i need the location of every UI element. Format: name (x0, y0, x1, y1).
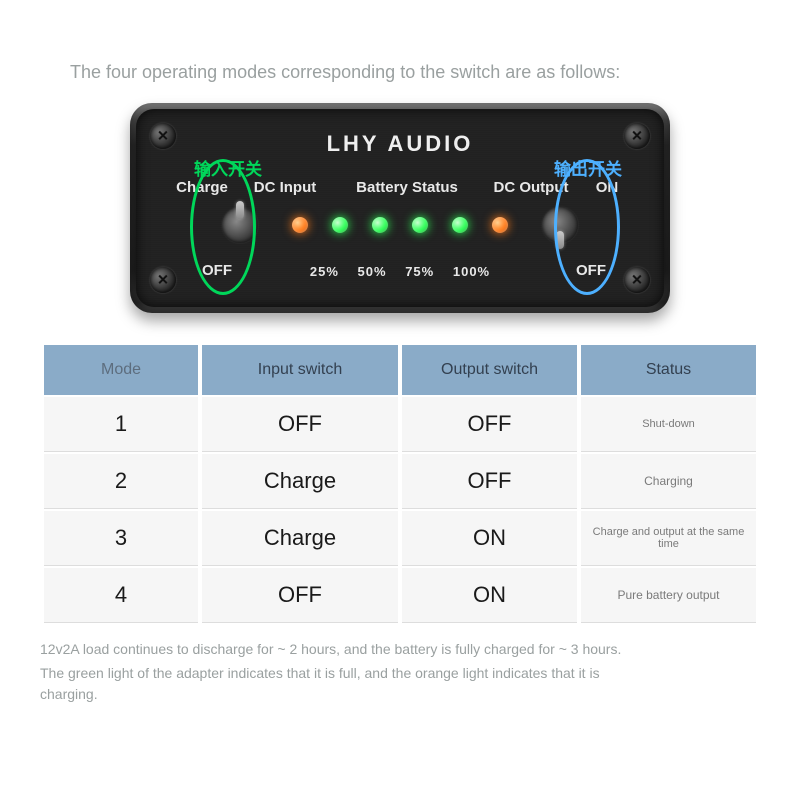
screw-icon (624, 123, 650, 149)
on-label: ON (575, 179, 639, 196)
device-illustration: LHY AUDIO 输入开关 输出开关 Charge DC Input Batt… (40, 103, 760, 313)
input-toggle-icon (222, 207, 258, 243)
footnote-line: 12v2A load continues to discharge for ~ … (40, 639, 650, 659)
cell-mode: 3 (44, 511, 198, 566)
footnote-line: The green light of the adapter indicates… (40, 663, 650, 704)
cell-status: Shut-down (581, 397, 756, 452)
cell-status: Pure battery output (581, 568, 756, 623)
col-status: Status (581, 345, 756, 395)
pct-25: 25% (310, 264, 339, 279)
cell-status: Charging (581, 454, 756, 509)
mode-table: Mode Input switch Output switch Status 1… (40, 343, 760, 625)
battery-percent-row: 25% 50% 75% 100% (130, 264, 670, 279)
battery-status-label: Battery Status (327, 179, 487, 196)
brand-label: LHY AUDIO (130, 131, 670, 157)
dc-output-led-icon (492, 217, 508, 233)
pct-50: 50% (358, 264, 387, 279)
led-row (130, 207, 670, 243)
pct-100: 100% (453, 264, 490, 279)
cell-mode: 1 (44, 397, 198, 452)
panel-labels-row: Charge DC Input Battery Status DC Output… (130, 179, 670, 196)
cell-status: Charge and output at the same time (581, 511, 756, 566)
dc-input-label: DC Input (243, 179, 327, 196)
battery-led-100-icon (452, 217, 468, 233)
table-row: 1 OFF OFF Shut-down (44, 397, 756, 452)
cell-output: ON (402, 511, 577, 566)
cell-input: OFF (202, 397, 398, 452)
cell-output: OFF (402, 397, 577, 452)
table-row: 4 OFF ON Pure battery output (44, 568, 756, 623)
output-toggle-icon (542, 207, 578, 243)
dc-input-led-icon (292, 217, 308, 233)
cell-mode: 4 (44, 568, 198, 623)
col-mode: Mode (44, 345, 198, 395)
table-row: 3 Charge ON Charge and output at the sam… (44, 511, 756, 566)
screw-icon (150, 123, 176, 149)
pct-75: 75% (405, 264, 434, 279)
output-switch-annotation: 输出开关 (554, 155, 622, 180)
col-input-switch: Input switch (202, 345, 398, 395)
cell-mode: 2 (44, 454, 198, 509)
cell-input: Charge (202, 454, 398, 509)
input-switch-annotation: 输入开关 (194, 155, 262, 180)
battery-led-25-icon (332, 217, 348, 233)
cell-output: ON (402, 568, 577, 623)
table-row: 2 Charge OFF Charging (44, 454, 756, 509)
table-header-row: Mode Input switch Output switch Status (44, 345, 756, 395)
footnote-block: 12v2A load continues to discharge for ~ … (40, 639, 650, 704)
col-output-switch: Output switch (402, 345, 577, 395)
battery-led-50-icon (372, 217, 388, 233)
dc-output-label: DC Output (487, 179, 575, 196)
cell-input: Charge (202, 511, 398, 566)
charge-label: Charge (161, 179, 243, 196)
cell-input: OFF (202, 568, 398, 623)
cell-output: OFF (402, 454, 577, 509)
battery-led-75-icon (412, 217, 428, 233)
intro-text: The four operating modes corresponding t… (70, 60, 630, 85)
